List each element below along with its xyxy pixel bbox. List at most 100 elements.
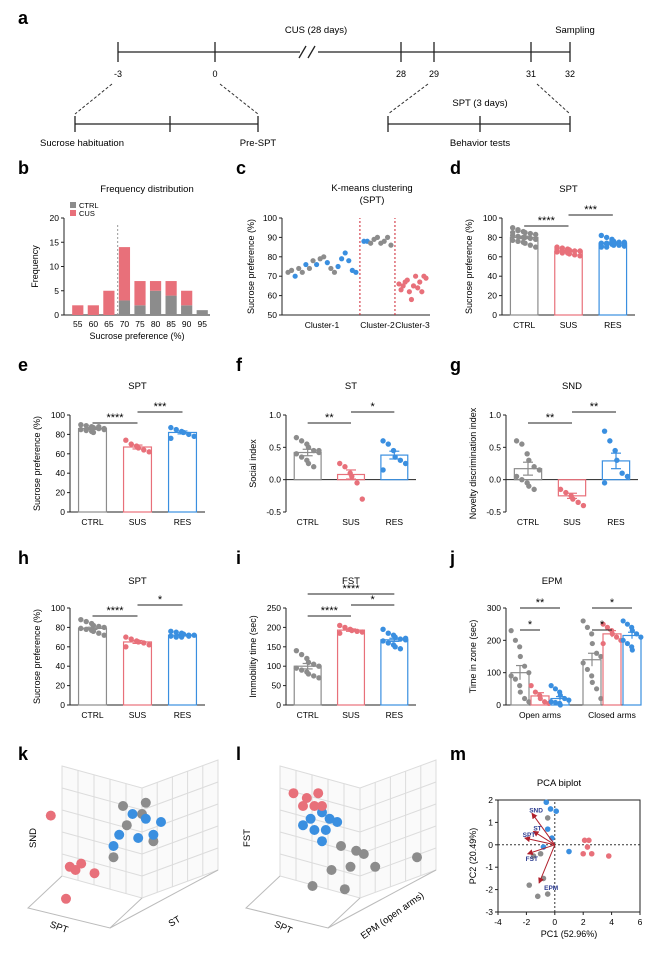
x-tick-label: SUS: [129, 517, 147, 527]
data-point: [135, 639, 142, 645]
data-point: [612, 447, 618, 454]
histogram-bar: [134, 281, 146, 306]
y-axis-label: Social index: [248, 439, 258, 488]
scatter-point-sus: [298, 801, 308, 811]
legend-label: CTRL: [79, 201, 99, 210]
data-point: [123, 644, 129, 650]
y-axis: 0 50 100 150 200 250: [267, 603, 287, 710]
y-tick-label: 60: [56, 642, 66, 652]
panel-label-b: b: [18, 158, 29, 178]
data-point: [603, 234, 610, 241]
x-tick-label: Cluster-2: [360, 320, 395, 330]
data-point: [397, 636, 404, 642]
bar: [602, 633, 622, 706]
data-point: [349, 473, 355, 480]
chart-title: K-means clustering: [331, 183, 412, 194]
y-tick-label: 0: [54, 310, 59, 320]
y-axis: 0 20 40 60 80 100: [483, 213, 503, 320]
data-point: [354, 480, 360, 486]
data-point: [316, 675, 322, 681]
x-axis-label: Sucrose preference (%): [89, 331, 184, 341]
data-point: [624, 640, 631, 647]
pca-point-sus: [580, 850, 586, 857]
y-tick-label: -1: [485, 862, 493, 872]
panel-label-m: m: [450, 744, 466, 764]
data-point: [600, 621, 606, 627]
data-point: [589, 673, 595, 679]
y-tick-label: 100: [263, 213, 277, 223]
data-point: [593, 686, 600, 692]
data-point: [380, 638, 386, 644]
data-point: [305, 460, 312, 467]
data-point: [616, 241, 622, 247]
data-point: [515, 238, 521, 244]
panel-label-a: a: [18, 8, 29, 28]
x-tick-label: 70: [120, 319, 130, 329]
chart-title: PCA biplot: [537, 778, 582, 789]
cube-gridline: [279, 853, 361, 877]
significance-label: *: [600, 619, 605, 631]
x-tick-label: CTRL: [81, 710, 103, 720]
y-tick-label: 70: [268, 271, 278, 281]
data-point: [168, 633, 174, 639]
pca-point-sus: [605, 853, 612, 859]
y-tick-label: 80: [268, 252, 278, 262]
scatter-point-res: [114, 829, 125, 840]
y-tick-label: 0.0: [489, 475, 501, 485]
data-point: [531, 464, 537, 470]
x-axis-label: PC1 (52.96%): [541, 929, 598, 939]
x-tick-label: SUS: [342, 710, 360, 720]
pca-point-ctrl: [544, 815, 551, 821]
scatter-point-res: [320, 825, 331, 835]
data-point: [359, 496, 365, 502]
cluster-point: [310, 258, 316, 264]
data-point: [633, 631, 640, 637]
data-point: [305, 659, 312, 666]
data-point: [311, 447, 317, 454]
data-point: [580, 618, 586, 624]
data-point: [620, 637, 626, 643]
y-tick-label: 15: [50, 237, 60, 247]
data-point: [186, 431, 192, 438]
data-point: [508, 673, 514, 679]
data-point: [402, 635, 409, 641]
y-tick-label: 60: [56, 449, 66, 459]
data-point: [380, 467, 386, 473]
scatter-point-ctrl: [412, 852, 422, 863]
data-point: [548, 699, 554, 705]
timeline-tick-label: -3: [114, 69, 122, 79]
data-point: [78, 616, 84, 623]
bar: [509, 236, 539, 316]
data-point: [564, 247, 571, 253]
x-tick-label: RES: [604, 320, 622, 330]
data-point: [532, 236, 539, 243]
significance-label: ****: [106, 605, 124, 617]
loading-arrow: [532, 830, 556, 846]
scatter-point-ctrl: [108, 852, 119, 863]
data-point: [385, 441, 391, 447]
data-point: [380, 438, 386, 444]
data-point: [402, 460, 409, 467]
x-tick-label: CTRL: [517, 517, 539, 527]
y-tick-label: 100: [51, 603, 65, 613]
data-point: [577, 248, 583, 254]
pca-point-sus: [584, 844, 591, 850]
cluster-point: [346, 258, 352, 264]
x-tick-label: RES: [174, 517, 192, 527]
y-tick-label: 150: [267, 642, 281, 652]
cube-gridline: [359, 781, 437, 811]
y-tick-label: 0.5: [489, 442, 501, 452]
data-point: [508, 628, 514, 634]
zoom-guide: [74, 83, 113, 115]
cus-label: CUS (28 days): [285, 25, 347, 36]
data-point: [524, 451, 530, 457]
scatter-point-ctrl: [121, 820, 132, 831]
cube-wall: [279, 765, 361, 899]
cube-gridline: [359, 825, 437, 855]
data-point: [186, 633, 192, 639]
cluster-point: [342, 250, 348, 256]
chart-title: EPM: [542, 576, 563, 587]
histogram-bar: [181, 305, 193, 315]
